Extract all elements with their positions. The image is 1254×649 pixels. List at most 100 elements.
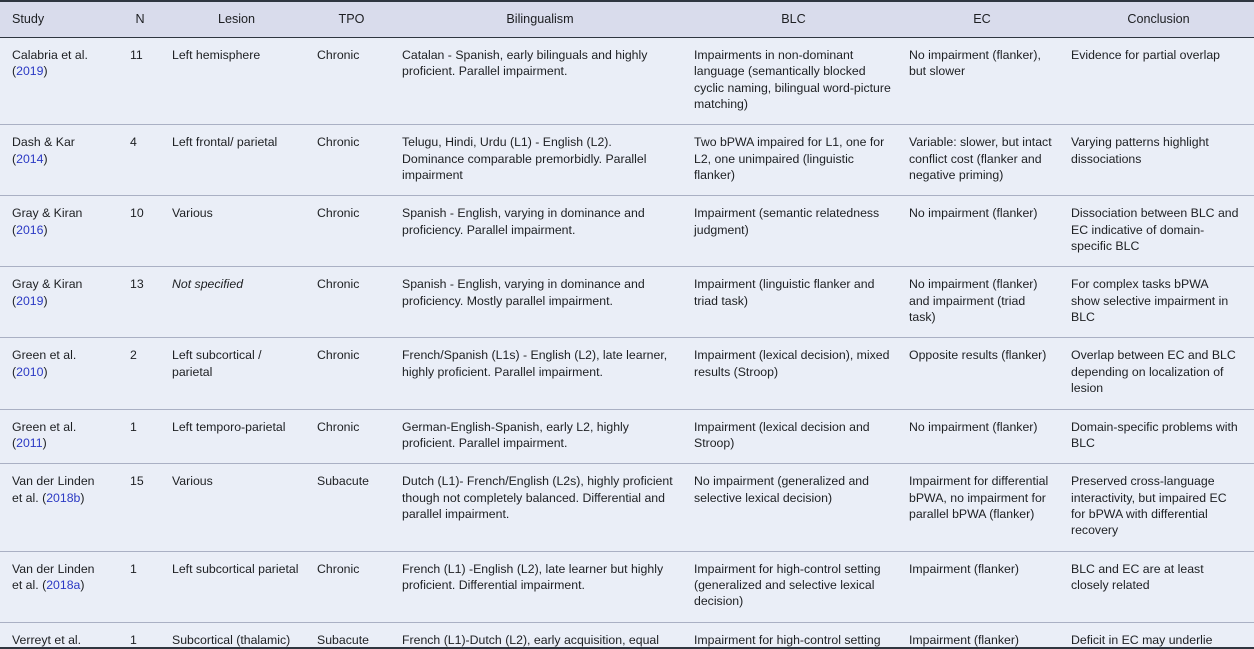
study-author: Calabria [12, 48, 58, 62]
citation-suffix: ) [80, 490, 85, 505]
cell-study: Calabria et al. (2019) [0, 38, 116, 125]
cell-blc: Impairment (semantic relatedness judgmen… [686, 195, 901, 267]
table-body: Calabria et al. (2019) 11 Left hemisphere C… [0, 37, 1254, 647]
cell-ec: No impairment (flanker) and impairment (… [901, 266, 1063, 338]
cell-n: 13 [116, 266, 164, 338]
cell-lesion: Subcortical (thalamic) [164, 621, 309, 647]
cell-n: 15 [116, 463, 164, 552]
cell-study: Green et al. (2011) [0, 408, 116, 464]
table-row: Gray & Kiran (2016) 10 Various Chronic Spani… [0, 195, 1254, 267]
table-row: Green et al. (2011) 1 Left temporo-parieta… [0, 408, 1254, 464]
cell-lesion: Various [164, 463, 309, 552]
cell-conclusion: Deficit in EC may underlie differential … [1063, 621, 1254, 647]
cell-ec: Impairment for differential bPWA, no imp… [901, 463, 1063, 552]
citation-suffix: ) [80, 577, 85, 592]
column-header-lesion: Lesion [164, 2, 309, 38]
cell-tpo: Chronic [317, 48, 360, 62]
citation-year-link[interactable]: 2019 [16, 293, 44, 308]
cell-lesion: Left subcortical parietal [164, 550, 309, 623]
cell-tpo: Chronic [309, 337, 394, 409]
citation-prefix: ( [12, 222, 17, 237]
cell-tpo: Subacute [309, 463, 394, 552]
cell-conclusion: Domain-specific problems with BLC [1063, 408, 1254, 464]
citation-prefix: ( [12, 151, 17, 166]
cell-study: Gray & Kiran (2019) [0, 266, 116, 338]
citation-prefix: ( [12, 435, 17, 450]
cell-bilingualism: Dutch (L1)- French/English (L2s), highly… [394, 463, 686, 552]
column-header-study: Study [0, 2, 116, 38]
citation-prefix: ( [42, 577, 47, 592]
cell-conclusion: Varying patterns highlight dissociations [1063, 124, 1254, 196]
cell-n: 11 [130, 48, 143, 62]
cell-lesion: Left subcortical / parietal [164, 337, 309, 409]
cell-conclusion: Overlap between EC and BLC depending on … [1063, 337, 1254, 409]
cell-conclusion: For complex tasks bPWA show selective im… [1063, 266, 1254, 338]
cell-bilingualism: French (L1) -English (L2), late learner … [394, 550, 686, 623]
cell-bilingualism: Catalan - Spanish, early bilinguals and … [402, 48, 648, 79]
citation-suffix: ) [43, 222, 48, 237]
cell-ec: Opposite results (flanker) [901, 337, 1063, 409]
citation-year-link[interactable]: 2018b [46, 490, 81, 505]
cell-study: Van der Linden et al. (2018b) [0, 463, 116, 552]
cell-n: 1 [116, 408, 164, 464]
citation-year-link[interactable]: 2014 [16, 151, 44, 166]
column-header-bilingualism: Bilingualism [394, 2, 686, 38]
citation-year-link[interactable]: 2018a [46, 577, 81, 592]
cell-blc: Impairment for high-control setting (gen… [686, 621, 901, 647]
cell-lesion: Left temporo-parietal [164, 408, 309, 464]
study-author: Van der Linden et al. [12, 474, 95, 505]
citation-year-link[interactable]: 2016 [16, 222, 44, 237]
cell-tpo: Chronic [309, 195, 394, 267]
cell-conclusion: BLC and EC are at least closely related [1063, 550, 1254, 623]
cell-n: 1 [116, 550, 164, 623]
cell-study: Gray & Kiran (2016) [0, 195, 116, 267]
cell-blc: Impairment (lexical decision), mixed res… [686, 337, 901, 409]
cell-tpo: Chronic [309, 550, 394, 623]
cell-study: Dash & Kar (2014) [0, 124, 116, 196]
cell-blc: Impairment (lexical decision and Stroop) [686, 408, 901, 464]
cell-study: Green et al. (2010) [0, 337, 116, 409]
citation-prefix: ( [12, 293, 17, 308]
citation-year-link[interactable]: 2019 [16, 64, 44, 79]
citation-suffix: ) [43, 364, 48, 379]
table-row: Van der Linden et al. (2018a) 1 Left subco… [0, 550, 1254, 623]
cell-blc: No impairment (generalized and selective… [686, 463, 901, 552]
cell-ec: Impairment (flanker) [901, 550, 1063, 623]
study-author: Verreyt [12, 632, 51, 647]
cell-bilingualism: French (L1)-Dutch (L2), early acquisitio… [394, 621, 686, 647]
cell-blc: Impairment for high-control setting (gen… [686, 550, 901, 623]
table-row: Gray & Kiran (2019) 13 Not specified Chroni… [0, 266, 1254, 338]
study-author: Green et al. [12, 348, 77, 363]
column-header-n: N [116, 2, 164, 38]
cell-ec: Variable: slower, but intact conflict co… [901, 124, 1063, 196]
cell-conclusion: Dissociation between BLC and EC indicati… [1063, 195, 1254, 267]
cell-blc: Impairments in non-dominant language (se… [694, 48, 891, 112]
cell-study: Verreyt et al. (2013) [0, 621, 116, 647]
column-header-ec: EC [901, 2, 1063, 38]
citation-prefix: ( [12, 364, 17, 379]
citation-suffix: ) [42, 435, 47, 450]
table-row: Dash & Kar (2014) 4 Left frontal/ parietal… [0, 124, 1254, 196]
cell-bilingualism: German-English-Spanish, early L2, highly… [394, 408, 686, 464]
cell-n: 10 [116, 195, 164, 267]
citation-year-link[interactable]: 2010 [16, 364, 44, 379]
cell-conclusion: Evidence for partial overlap [1071, 48, 1221, 62]
study-author: Gray & Kiran [12, 277, 83, 292]
study-author: Dash & Kar [12, 135, 75, 150]
citation-year-link[interactable]: 2011 [16, 435, 43, 450]
cell-blc: Two bPWA impaired for L1, one for L2, on… [686, 124, 901, 196]
cell-n: 4 [116, 124, 164, 196]
cell-tpo: Chronic [309, 408, 394, 464]
table-header-row: Study N Lesion TPO Bilingualism BLC EC C… [0, 2, 1254, 38]
table-header: Study N Lesion TPO Bilingualism BLC EC C… [0, 2, 1254, 38]
cell-bilingualism: French/Spanish (L1s) - English (L2), lat… [394, 337, 686, 409]
column-header-conclusion: Conclusion [1063, 2, 1254, 38]
cell-tpo: Subacute [309, 621, 394, 647]
study-author: Gray & Kiran [12, 206, 83, 221]
citation-suffix: ) [43, 293, 48, 308]
study-author: Green et al. [12, 419, 77, 434]
citation-prefix: et al. ( [54, 632, 82, 647]
cell-bilingualism: Spanish - English, varying in dominance … [394, 266, 686, 338]
